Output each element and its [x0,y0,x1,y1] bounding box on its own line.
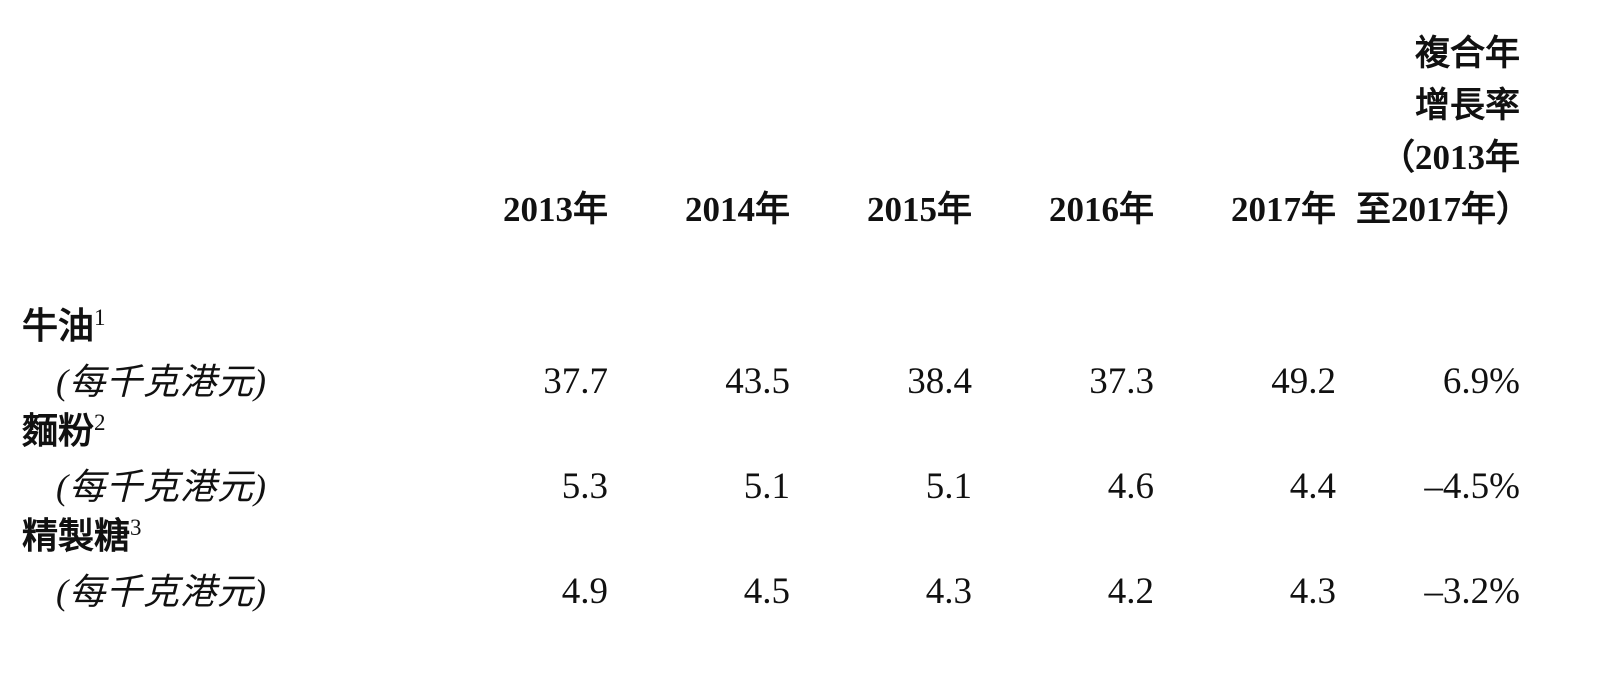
footnote-marker: 2 [94,410,106,435]
table-cell: 5.1 [925,466,972,507]
row-name: 牛油 [22,306,95,346]
row-name: 精製糖 [22,516,131,556]
footnote-marker: 1 [94,305,106,330]
table-cell: 43.5 [725,361,790,402]
column-header-2015: 2015年 [866,190,972,229]
table-cell: 4.6 [1107,466,1154,507]
table-cell: 4.3 [925,571,972,612]
table-cell: 37.7 [543,361,608,402]
footnote-marker: 3 [130,515,142,540]
cagr-cell: –3.2% [1424,571,1520,612]
row-unit: (每千克港元) [56,467,267,507]
table-cell: 38.4 [907,361,972,402]
column-header-cagr: 複合年 增長率 （2013年 至2017年） [1356,28,1532,248]
column-header-2016: 2016年 [1048,190,1154,229]
table-cell: 4.4 [1289,466,1336,507]
column-header-2017: 2017年 [1230,190,1336,229]
row-label-butter: 牛油1 [22,305,106,347]
row-unit: (每千克港元) [56,362,267,402]
cagr-header-line-1: 複合年 [1414,34,1520,73]
table-cell: 5.1 [743,466,790,507]
column-header-2014: 2014年 [684,190,790,229]
column-header-2013: 2013年 [502,190,608,229]
cagr-cell: –4.5% [1424,466,1520,507]
row-name: 麵粉 [22,411,95,451]
row-label-refined-sugar: 精製糖3 [22,515,142,557]
cagr-header-line-3: （2013年 [1379,138,1520,177]
table-cell: 4.5 [743,571,790,612]
cagr-cell: 6.9% [1442,361,1520,402]
row-unit: (每千克港元) [56,572,267,612]
table-cell: 5.3 [561,466,608,507]
table-cell: 4.3 [1289,571,1336,612]
row-label-flour: 麵粉2 [22,410,106,452]
table-cell: 37.3 [1089,361,1154,402]
table-cell: 49.2 [1271,361,1336,402]
cagr-header-line-4: 至2017年） [1356,190,1532,229]
table-cell: 4.9 [561,571,608,612]
table-cell: 4.2 [1107,571,1154,612]
cagr-header-line-2: 增長率 [1414,86,1520,125]
